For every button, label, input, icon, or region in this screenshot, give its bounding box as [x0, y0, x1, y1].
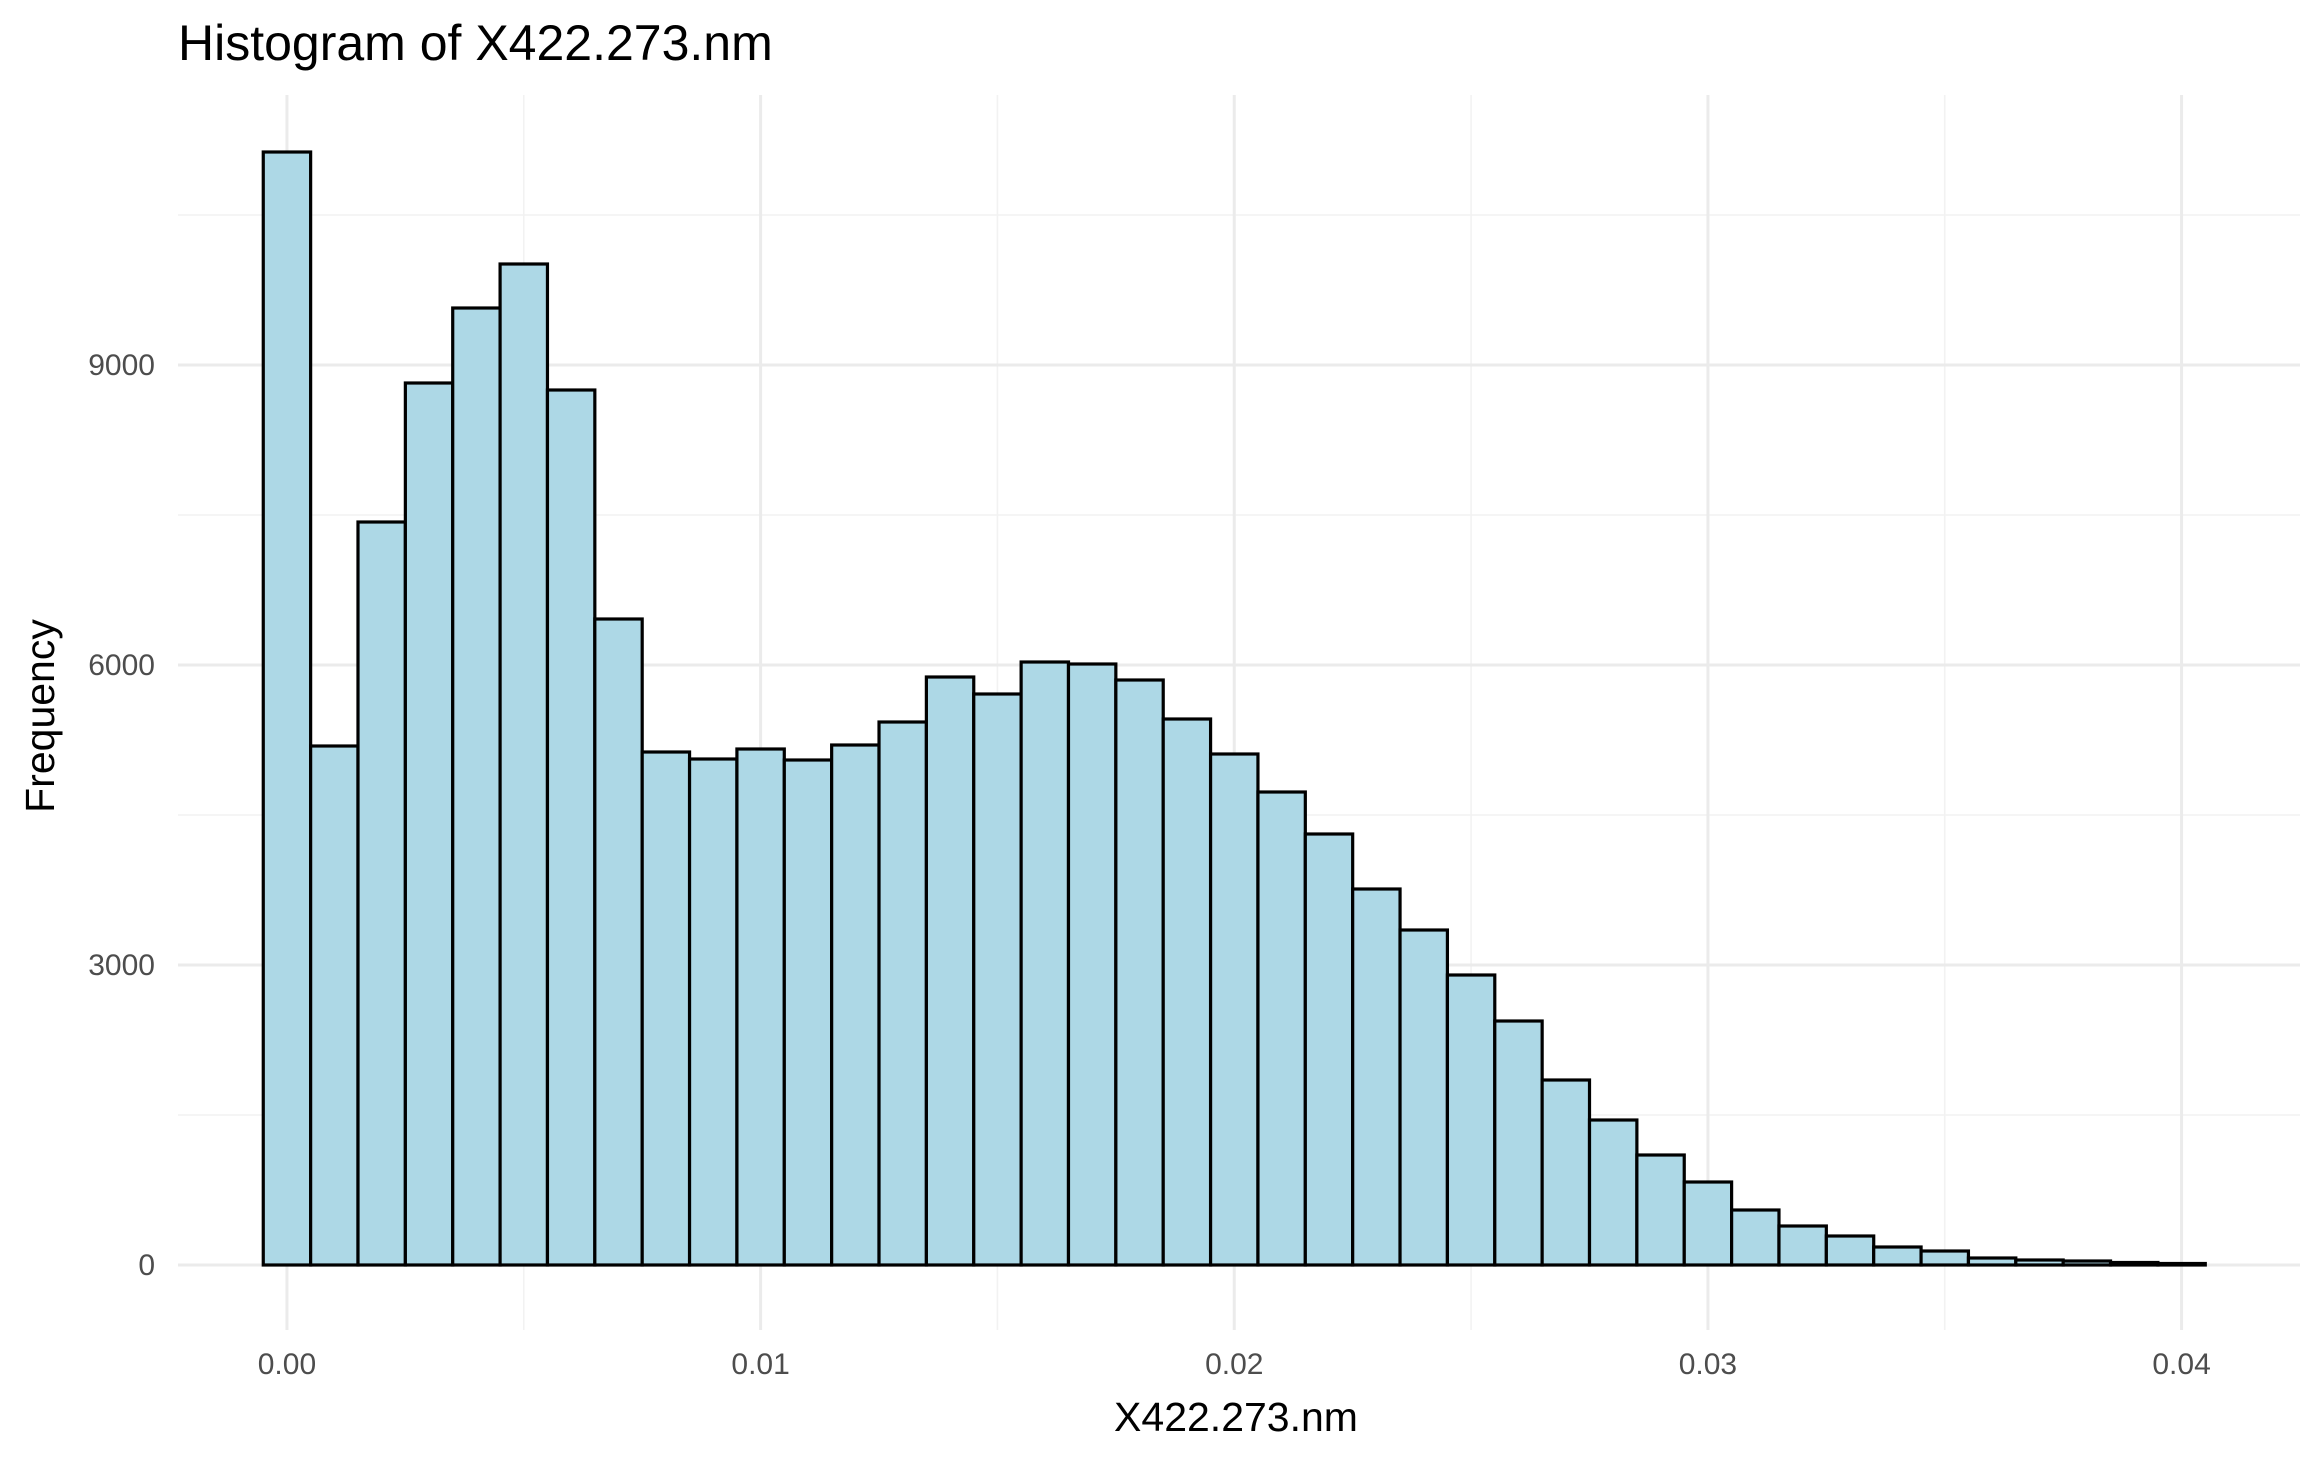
- histogram-bar: [1732, 1210, 1779, 1265]
- histogram-bar: [1305, 834, 1352, 1265]
- histogram-bar: [595, 619, 642, 1265]
- histogram-bar: [1353, 889, 1400, 1265]
- histogram-bar: [1495, 1021, 1542, 1265]
- histogram-bar: [1590, 1120, 1637, 1265]
- histogram-bar: [879, 722, 926, 1265]
- histogram-bar: [974, 694, 1021, 1265]
- histogram-bar: [1068, 664, 1115, 1265]
- histogram-bar: [1163, 719, 1210, 1265]
- histogram-bar: [2016, 1260, 2063, 1265]
- histogram-bar: [1921, 1251, 1968, 1265]
- histogram-bar: [1258, 792, 1305, 1265]
- histogram-bar: [1968, 1258, 2015, 1265]
- histogram-bar: [1779, 1226, 1826, 1265]
- histogram-bar: [1211, 754, 1258, 1265]
- histogram-bar: [2158, 1264, 2205, 1266]
- x-tick-label: 0.01: [731, 1348, 789, 1381]
- x-axis-title: X422.273.nm: [1114, 1394, 1358, 1440]
- histogram-bar: [926, 677, 973, 1265]
- histogram-bar: [1116, 680, 1163, 1265]
- x-tick-label: 0.02: [1205, 1348, 1263, 1381]
- histogram-bar: [547, 390, 594, 1265]
- histogram-bar: [1874, 1247, 1921, 1265]
- y-tick-label: 9000: [88, 349, 155, 382]
- histogram-bar: [1447, 975, 1494, 1265]
- histogram-bar: [453, 308, 500, 1265]
- histogram-bar: [784, 760, 831, 1265]
- histogram-bar: [2063, 1261, 2110, 1265]
- y-tick-label: 0: [138, 1249, 155, 1282]
- histogram-bar: [1021, 662, 1068, 1265]
- x-tick-label: 0.00: [258, 1348, 316, 1381]
- histogram-bar: [500, 264, 547, 1265]
- histogram-bar: [690, 759, 737, 1265]
- x-tick-label: 0.04: [2152, 1348, 2210, 1381]
- histogram-bar: [832, 745, 879, 1265]
- histogram-bar: [2111, 1263, 2158, 1266]
- chart-title: Histogram of X422.273.nm: [178, 15, 773, 71]
- histogram-bar: [1826, 1236, 1873, 1265]
- x-tick-label: 0.03: [1679, 1348, 1737, 1381]
- histogram-bar: [405, 383, 452, 1265]
- histogram-bar: [1542, 1080, 1589, 1265]
- histogram-bar: [737, 749, 784, 1265]
- y-tick-label: 6000: [88, 649, 155, 682]
- histogram-bar: [642, 752, 689, 1265]
- histogram-bar: [1637, 1155, 1684, 1265]
- y-axis-title: Frequency: [17, 619, 63, 813]
- histogram-bar: [263, 152, 310, 1265]
- histogram-bar: [358, 522, 405, 1265]
- histogram-bar: [1400, 930, 1447, 1265]
- y-tick-label: 3000: [88, 949, 155, 982]
- histogram-bar: [311, 746, 358, 1265]
- histogram-bar: [1684, 1182, 1731, 1265]
